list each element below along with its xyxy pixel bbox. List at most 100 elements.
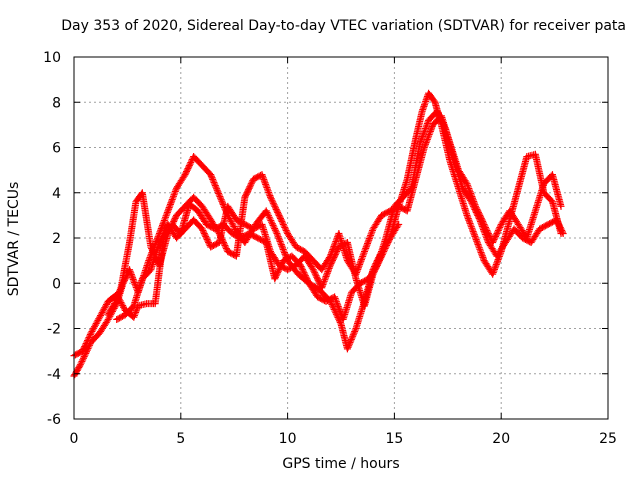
data-point: [482, 223, 490, 231]
data-point: [329, 255, 337, 263]
data-point: [375, 257, 383, 265]
data-point: [217, 194, 225, 202]
data-point: [242, 192, 250, 200]
data-point: [361, 246, 369, 254]
data-point: [349, 331, 357, 339]
data-point: [351, 326, 359, 334]
data-point: [418, 133, 426, 141]
data-point: [269, 221, 277, 229]
data-point: [116, 285, 124, 293]
data-point: [163, 210, 171, 218]
data-point: [115, 289, 123, 297]
data-point: [241, 193, 249, 201]
data-point: [558, 226, 566, 234]
data-point: [547, 197, 555, 205]
data-point: [313, 273, 321, 281]
data-point: [272, 205, 280, 213]
data-point: [168, 197, 176, 205]
data-point: [472, 236, 480, 244]
data-point: [333, 299, 341, 307]
data-point: [169, 192, 177, 200]
data-point: [281, 223, 289, 231]
data-point: [158, 234, 166, 242]
data-point: [158, 232, 166, 240]
data-point: [344, 343, 352, 351]
data-point: [119, 302, 127, 310]
data-point: [200, 229, 208, 237]
data-point: [182, 168, 190, 176]
data-point: [331, 239, 339, 247]
data-point: [354, 264, 362, 272]
data-point: [377, 254, 385, 262]
data-point: [425, 131, 433, 139]
data-point: [272, 228, 280, 236]
data-point: [273, 207, 281, 215]
data-point: [260, 177, 268, 185]
data-point: [118, 300, 126, 308]
data-point: [203, 236, 211, 244]
data-point: [364, 239, 372, 247]
data-point: [228, 219, 236, 227]
data-point: [556, 222, 564, 230]
data-point: [171, 189, 179, 197]
data-point: [558, 228, 566, 236]
data-point: [494, 257, 502, 265]
data-point: [426, 127, 434, 135]
data-point: [180, 172, 188, 180]
data-point: [322, 272, 330, 280]
data-point: [212, 183, 220, 191]
data-point: [268, 220, 276, 228]
data-point: [170, 191, 178, 199]
data-point: [423, 121, 431, 129]
data-point: [417, 136, 425, 144]
data-point: [219, 199, 227, 207]
data-point: [130, 277, 138, 285]
data-point: [81, 341, 89, 349]
data-point: [275, 236, 283, 244]
data-point: [492, 261, 500, 269]
data-point: [477, 249, 485, 257]
data-point: [304, 276, 312, 284]
data-point: [265, 212, 273, 220]
data-point: [312, 272, 320, 280]
data-point: [367, 230, 375, 238]
data-point: [111, 300, 119, 308]
data-point: [91, 323, 99, 331]
data-point: [88, 327, 96, 335]
data-point: [216, 193, 224, 201]
data-point: [331, 293, 339, 301]
data-point: [370, 269, 378, 277]
data-point: [269, 198, 277, 206]
data-point: [484, 229, 492, 237]
data-point: [95, 315, 103, 323]
data-point: [493, 259, 501, 267]
data-point: [311, 270, 319, 278]
data-point: [208, 174, 216, 182]
data-point: [269, 199, 277, 207]
data-point: [270, 223, 278, 231]
data-point: [264, 187, 272, 195]
data-point: [185, 163, 193, 171]
data-point: [181, 171, 189, 179]
data-point: [94, 316, 102, 324]
data-point: [129, 275, 137, 283]
data-point: [162, 213, 170, 221]
data-point: [298, 264, 306, 272]
data-point: [127, 269, 135, 277]
data-point: [469, 226, 477, 234]
x-tick-label: 5: [176, 431, 185, 447]
data-point: [343, 345, 351, 353]
data-point: [465, 218, 473, 226]
data-point: [554, 219, 562, 227]
data-point: [274, 210, 282, 218]
data-point: [156, 237, 164, 245]
data-point: [165, 204, 173, 212]
data-point: [489, 239, 497, 247]
y-tick-label: -6: [47, 412, 61, 428]
data-point: [478, 216, 486, 224]
data-point: [167, 199, 175, 207]
data-point: [113, 293, 121, 301]
data-point: [113, 295, 121, 303]
data-point: [159, 220, 167, 228]
data-point: [171, 187, 179, 195]
